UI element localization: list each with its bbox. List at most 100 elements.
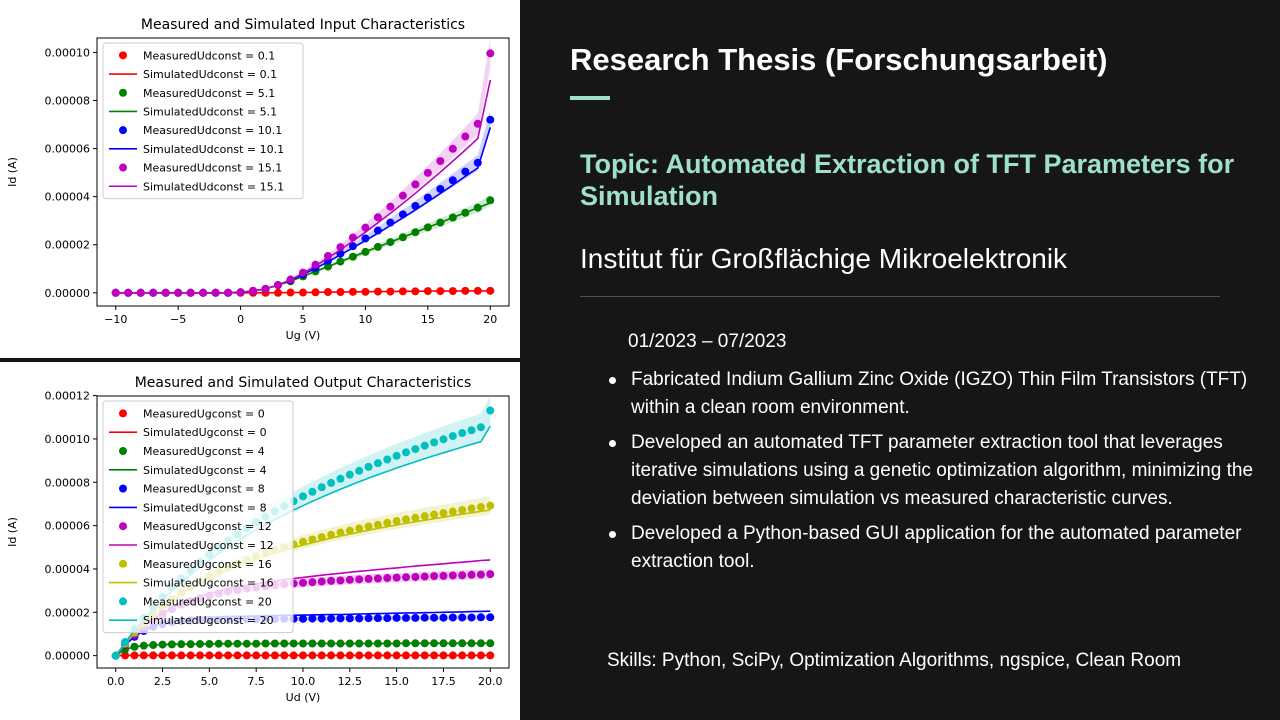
legend-marker — [119, 126, 127, 135]
legend-label: MeasuredUgconst = 12 — [143, 520, 272, 533]
measured-point — [364, 574, 373, 583]
measured-point — [439, 571, 448, 580]
input-characteristics-chart: Measured and Simulated Input Characteris… — [0, 0, 520, 358]
measured-point — [364, 522, 373, 531]
legend-marker — [119, 559, 127, 568]
x-tick-label: 7.5 — [247, 675, 265, 688]
measured-point — [436, 184, 445, 193]
bullet-item: Fabricated Indium Gallium Zinc Oxide (IG… — [607, 366, 1277, 422]
legend-marker — [119, 163, 127, 172]
measured-point — [448, 507, 457, 516]
measured-point — [448, 176, 457, 185]
bullet-dot-icon — [609, 440, 616, 447]
legend-label: SimulatedUgconst = 0 — [143, 426, 267, 439]
measured-point — [448, 613, 457, 622]
chart-title: Measured and Simulated Input Characteris… — [141, 17, 465, 33]
measured-point — [299, 492, 307, 501]
x-tick-label: 5 — [300, 313, 307, 326]
y-axis-label: Id (A) — [6, 517, 19, 547]
measured-point — [392, 573, 401, 582]
legend: MeasuredUgconst = 0 SimulatedUgconst = 0 M… — [102, 400, 294, 634]
section-divider — [580, 296, 1220, 297]
y-tick-label: 0.00004 — [45, 191, 91, 204]
measured-point — [476, 423, 485, 432]
measured-point — [411, 572, 420, 581]
x-tick-label: 17.5 — [431, 675, 456, 688]
legend-label: SimulatedUgconst = 16 — [143, 577, 274, 590]
x-tick-label: 10 — [358, 313, 372, 326]
legend-label: MeasuredUgconst = 0 — [143, 407, 265, 420]
measured-point — [317, 614, 326, 623]
y-tick-label: 0.00008 — [45, 94, 91, 107]
measured-point — [458, 506, 467, 515]
legend-marker — [119, 88, 127, 97]
legend-marker — [119, 51, 127, 60]
x-tick-label: 15 — [421, 313, 435, 326]
measured-point — [373, 614, 382, 623]
measured-point — [448, 144, 457, 153]
x-tick-label: 10.0 — [291, 675, 316, 688]
measured-point — [373, 213, 382, 222]
measured-point — [355, 614, 364, 623]
measured-point — [364, 462, 373, 471]
legend-label: SimulatedUgconst = 12 — [143, 539, 274, 552]
measured-point — [486, 49, 495, 58]
legend-label: MeasuredUdconst = 15.1 — [143, 162, 282, 175]
x-tick-label: 20.0 — [478, 675, 503, 688]
measured-point — [345, 614, 354, 623]
x-axis-label: Ug (V) — [286, 329, 321, 342]
measured-point — [420, 512, 429, 521]
y-axis-label: Id (A) — [6, 157, 19, 187]
measured-point — [308, 487, 317, 496]
y-tick-label: 0.00008 — [45, 476, 91, 489]
measured-point — [317, 577, 326, 586]
legend-label: MeasuredUdconst = 10.1 — [143, 124, 282, 137]
measured-point — [458, 613, 467, 622]
y-tick-label: 0.00012 — [45, 390, 91, 403]
measured-point — [383, 574, 392, 583]
measured-point — [392, 517, 401, 526]
measured-point — [383, 455, 392, 464]
date-range: 01/2023 – 07/2023 — [628, 331, 787, 352]
institute-name: Institut für Großflächige Mikroelektroni… — [580, 243, 1068, 274]
measured-point — [486, 570, 495, 579]
measured-point — [476, 502, 485, 511]
measured-point — [383, 518, 392, 527]
bullet-item: Developed an automated TFT parameter ext… — [607, 429, 1277, 513]
measured-point — [467, 504, 476, 513]
x-tick-label: 0 — [237, 313, 244, 326]
slide-title: Research Thesis (Forschungsarbeit) — [570, 42, 1108, 77]
legend-label: SimulatedUdconst = 15.1 — [143, 180, 284, 193]
bullet-list: Fabricated Indium Gallium Zinc Oxide (IG… — [607, 366, 1277, 583]
measured-point — [308, 614, 317, 623]
legend-label: SimulatedUdconst = 10.1 — [143, 143, 284, 156]
x-tick-label: 0.0 — [107, 675, 125, 688]
bullet-dot-icon — [609, 531, 616, 538]
measured-point — [336, 576, 345, 585]
measured-point — [420, 613, 429, 622]
measured-point — [420, 441, 429, 450]
measured-point — [299, 578, 307, 587]
measured-point — [345, 526, 354, 535]
measured-point — [299, 614, 307, 623]
legend-marker — [119, 409, 127, 418]
measured-point — [327, 530, 336, 539]
measured-point — [420, 572, 429, 581]
measured-point — [436, 157, 445, 166]
legend-marker — [119, 484, 127, 493]
legend-label: MeasuredUdconst = 0.1 — [143, 49, 275, 62]
measured-point — [317, 483, 326, 492]
measured-point — [361, 223, 370, 232]
measured-point — [398, 191, 407, 200]
topic-heading: Topic: Automated Extraction of TFT Param… — [580, 149, 1235, 211]
bullet-text: Fabricated Indium Gallium Zinc Oxide (IG… — [631, 369, 1248, 418]
x-tick-label: −5 — [170, 313, 186, 326]
bullet-item: Developed a Python-based GUI application… — [607, 520, 1277, 576]
legend-label: MeasuredUgconst = 4 — [143, 445, 265, 458]
measured-point — [458, 571, 467, 580]
measured-point — [327, 478, 336, 487]
y-tick-label: 0.00004 — [45, 563, 91, 576]
measured-point — [402, 613, 410, 622]
measured-point — [467, 426, 476, 435]
measured-point — [308, 578, 317, 587]
